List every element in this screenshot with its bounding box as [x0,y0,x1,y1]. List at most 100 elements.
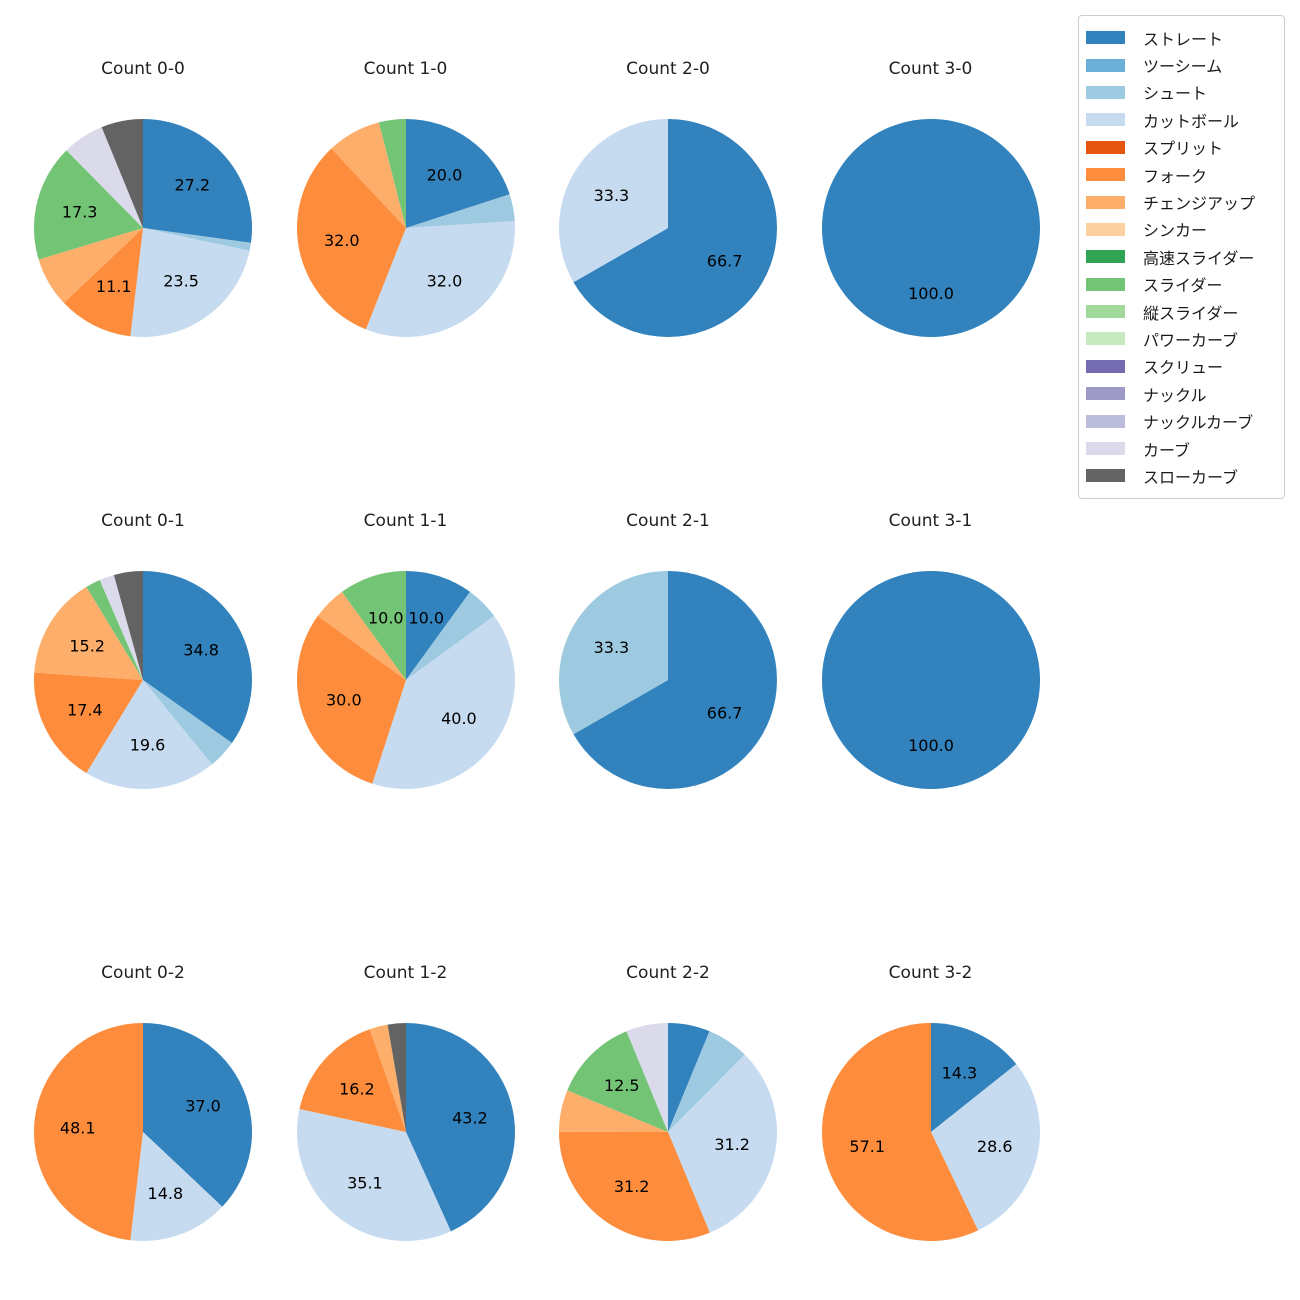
chart-title: Count 0-0 [101,59,185,79]
legend-color-swatch [1086,58,1125,72]
chart-title: Count 2-1 [626,511,710,531]
chart-title: Count 3-2 [888,963,973,983]
legend-color-swatch [1086,414,1125,428]
pie-segment-pct-label: 10.0 [408,608,444,627]
pie-segment [86,579,143,680]
pie-segment [317,591,406,680]
legend-item: フォーク [1086,161,1274,188]
legend-item: シンカー [1086,216,1274,243]
pie-segment [143,571,252,743]
pie-segment [298,1029,406,1132]
pie-segment [573,119,777,337]
legend-item: スローカーブ [1086,462,1274,489]
legend-color-swatch [1086,140,1125,154]
pie-segment [99,574,143,680]
pie-segment [143,1023,252,1207]
legend-item: ナックルカーブ [1086,407,1274,434]
legend-item: ナックル [1086,380,1274,407]
pie-chart: 100.0 [821,119,1040,337]
pie-chart: 66.7 33.3 [558,119,777,337]
pie-segment [296,148,406,330]
pie-segment-pct-label: 31.2 [714,1135,750,1154]
pie-segment [38,228,143,303]
pie-segment-pct-label: 17.3 [62,202,98,221]
pie-segment-pct-label: 48.1 [60,1119,96,1138]
pie-segment [371,615,515,790]
legend-label: 縦スライダー [1143,303,1239,323]
pie-segment [330,122,406,228]
legend-color-swatch [1086,168,1125,182]
pie-segment-pct-label: 15.2 [69,637,105,656]
pie-segment [86,680,212,789]
pie-segment-pct-label: 10.0 [367,608,403,627]
pie-segment [113,571,143,680]
legend-color-swatch [1086,305,1125,319]
pie-segment-pct-label: 12.5 [604,1076,640,1095]
legend-label: カットボール [1143,111,1240,131]
legend-item: カットボール [1086,106,1274,133]
pie-segment [341,571,406,680]
pie-segment [63,228,143,337]
legend-color-swatch [1086,359,1125,373]
pie-segment-pct-label: 19.6 [130,736,166,755]
legend-color-swatch [1086,85,1125,99]
pie-segment [378,119,406,228]
chart-title: Count 0-1 [101,511,185,531]
pie-segment-pct-label: 16.2 [339,1079,375,1098]
pie-chart: 31.2 31.2 12.5 [558,1023,778,1242]
pie-segment-pct-label: 32.0 [323,231,359,250]
chart-title: Count 3-0 [888,59,973,79]
legend-label: ツーシーム [1143,57,1223,77]
legend-label: シンカー [1143,221,1208,241]
pie-segment [34,1023,143,1241]
pie-segment [130,1132,223,1241]
pie-segment-pct-label: 35.1 [347,1173,383,1192]
pie-segment [558,1131,710,1242]
pie-segment [626,1023,668,1132]
pie-segment [296,1109,451,1242]
chart-title: Count 1-1 [363,511,448,531]
pie-segment-pct-label: 23.5 [163,272,199,291]
legend-item: カーブ [1086,435,1274,462]
pie-segment-pct-label: 11.1 [96,277,132,296]
chart-title: Count 3-1 [888,511,973,531]
pie-segment [405,591,494,680]
pie-segment [559,1090,668,1132]
chart-title: Count 1-0 [363,59,448,79]
chart-title: Count 0-2 [101,963,185,983]
pie-chart: 37.0 14.8 48.1 [34,1023,252,1241]
pie-chart: 20.0 32.0 32.0 [296,119,515,338]
pie-segment-pct-label: 30.0 [325,691,361,710]
pie-segment [930,1023,1016,1132]
legend-color-swatch [1086,113,1125,127]
pie-chart: 10.0 40.0 30.0 10.0 [296,571,515,790]
legend-color-swatch [1086,222,1125,236]
pie-segment [405,571,470,680]
legend-label: スローカーブ [1143,467,1239,487]
legend-label: カーブ [1143,440,1191,460]
legend-color-swatch [1086,250,1125,264]
pie-segment-pct-label: 33.3 [594,638,630,657]
pie-segment-pct-label: 14.3 [941,1064,977,1083]
pie-segment [930,1064,1040,1231]
pie-segment-pct-label: 20.0 [426,166,462,185]
pie-segment-pct-label: 100.0 [908,284,954,303]
pie-segment-pct-label: 37.0 [185,1097,221,1116]
legend-label: フォーク [1143,166,1208,186]
legend-item: チェンジアップ [1086,188,1274,215]
pie-segment-pct-label: 14.8 [148,1184,184,1203]
legend: ストレート ツーシーム シュート カットボール スプリット フォーク チェンジアップ シンカー… [1078,15,1285,499]
pie-segment [668,1023,710,1132]
pie-segment-pct-label: 66.7 [707,703,743,722]
legend-label: パワーカーブ [1143,330,1239,350]
pie-segment [405,194,515,228]
legend-label: ナックルカーブ [1143,413,1254,433]
pie-segment [143,680,232,765]
pie-chart: 14.3 28.6 57.1 [821,1023,1040,1241]
pie-segment [101,119,143,228]
pie-segment [387,1023,406,1132]
pie-segment [365,221,515,338]
pie-segment [130,228,250,338]
legend-color-swatch [1086,387,1125,401]
